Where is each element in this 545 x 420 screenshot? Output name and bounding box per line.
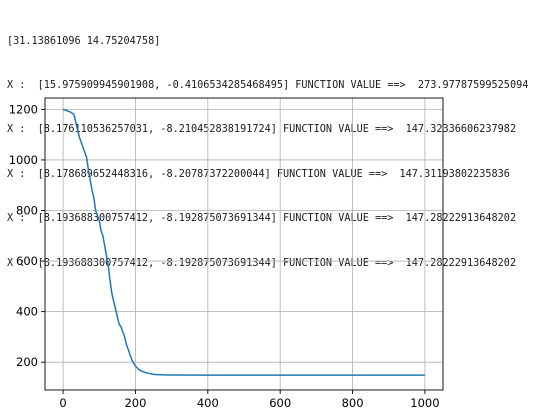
series-line (62, 108, 425, 376)
y-tick-label: 400 (16, 305, 38, 319)
plot-frame (44, 97, 444, 391)
x-tick-label: 400 (197, 396, 219, 410)
y-tick-label: 1200 (9, 102, 38, 116)
console-output: [31.13861096 14.75204758] X : [15.975909… (7, 5, 528, 301)
console-line: X : [8.193688300757412, -8.1928750736913… (7, 257, 517, 269)
plot-output: 0 200 400 600 800 1000 200 400 600 800 1000 1200 (0, 88, 545, 420)
console-line: X : [8.193688300757412, -8.1928750736913… (7, 213, 517, 225)
console-line: [31.13861096 14.75204758] (7, 35, 161, 47)
y-tick-label: 1000 (9, 153, 38, 167)
y-tick-label: 800 (16, 204, 38, 218)
x-tick-label: 1000 (410, 396, 439, 410)
y-tick-label: 600 (16, 254, 38, 268)
console-line: X : [8.176110536257031, -8.2104528381917… (7, 124, 517, 136)
console-line: X : [8.178689652448316, -8.2078737220004… (7, 168, 510, 180)
x-tick-label: 600 (269, 396, 291, 410)
x-tick-label: 800 (342, 396, 364, 410)
x-tick-label: 0 (59, 396, 66, 410)
y-tick-label: 200 (16, 355, 38, 369)
line-chart: 0 200 400 600 800 1000 200 400 600 800 1000 1200 (9, 97, 444, 410)
x-tick-label: 200 (124, 396, 146, 410)
console-line: X : [15.975909945901908, -0.410653428546… (7, 79, 529, 91)
